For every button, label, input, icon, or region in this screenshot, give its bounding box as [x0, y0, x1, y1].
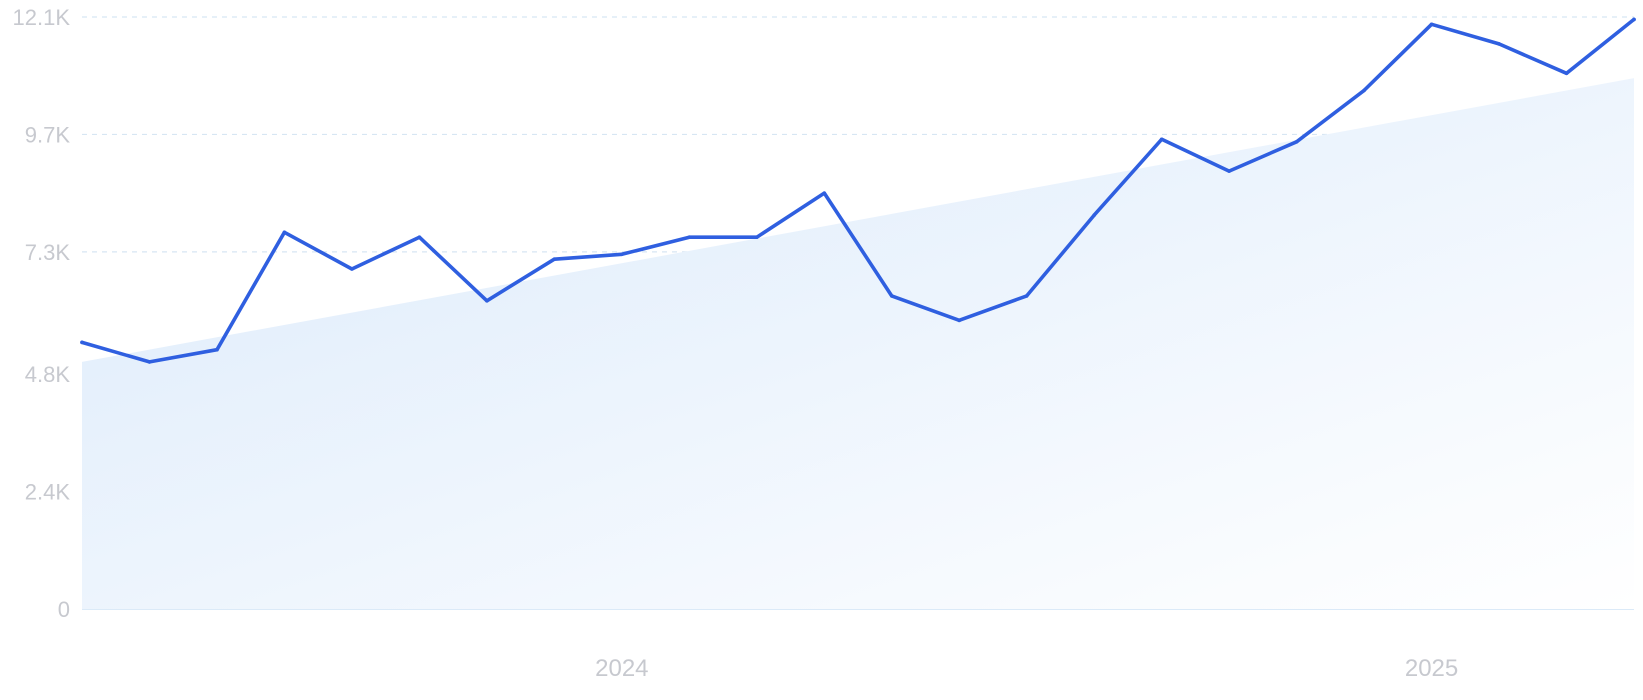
data-point — [687, 235, 692, 239]
series-line-layer — [80, 17, 1636, 364]
y-tick-label: 12.1K — [13, 5, 71, 30]
data-point — [889, 294, 894, 298]
data-point — [1429, 22, 1434, 27]
data-point — [485, 298, 489, 303]
x-axis: 2024 2025 — [595, 655, 1458, 682]
data-point — [1632, 17, 1636, 22]
trend-area-layer — [82, 78, 1634, 609]
data-point — [1362, 88, 1366, 93]
data-point — [1497, 42, 1501, 46]
data-point — [1294, 139, 1299, 144]
data-point — [822, 191, 827, 195]
data-point — [80, 340, 84, 345]
data-point — [552, 257, 557, 261]
data-point — [1024, 294, 1029, 298]
data-points-layer — [80, 17, 1636, 364]
data-point — [754, 235, 759, 239]
data-point — [282, 230, 287, 235]
x-tick-label: 2024 — [595, 655, 648, 682]
y-tick-label: 0 — [58, 597, 70, 622]
data-point — [1227, 169, 1231, 173]
y-tick-label: 2.4K — [25, 480, 71, 505]
x-tick-label: 2025 — [1405, 655, 1458, 682]
y-tick-label: 7.3K — [25, 240, 71, 265]
data-point — [957, 318, 962, 323]
trend-area — [82, 78, 1634, 609]
series-line — [80, 17, 1636, 364]
data-point — [1564, 71, 1569, 76]
data-point — [215, 347, 219, 352]
data-point — [350, 267, 354, 271]
y-tick-label: 9.7K — [25, 122, 71, 147]
y-axis: 0 2.4K 4.8K 7.3K 9.7K 12.1K — [13, 5, 71, 622]
data-point — [417, 235, 422, 239]
data-point — [147, 360, 152, 364]
data-point — [620, 252, 624, 257]
data-point — [1159, 137, 1164, 142]
data-point — [1092, 213, 1096, 217]
y-tick-label: 4.8K — [25, 362, 71, 387]
